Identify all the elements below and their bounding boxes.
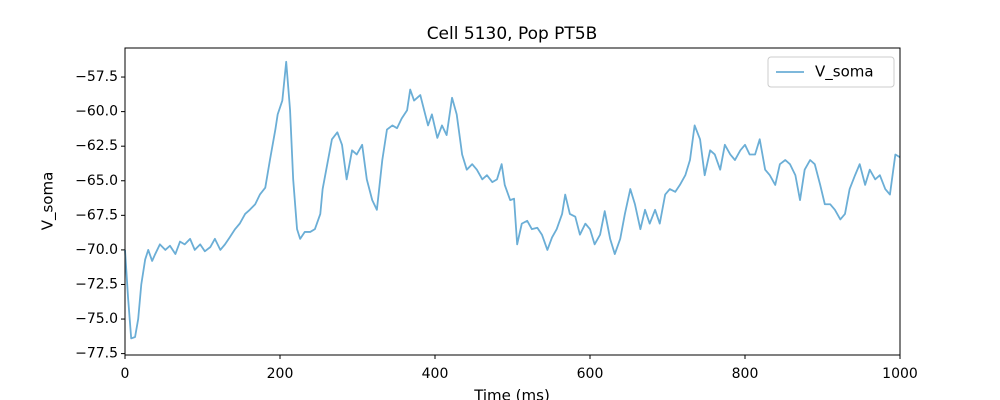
y-axis-label: V_soma	[39, 172, 58, 231]
line	[124, 60, 901, 340]
axes-frame	[124, 47, 901, 356]
legend-box	[767, 56, 895, 88]
y-tick-label: −62.5	[75, 138, 118, 154]
x-axis-label: Time (ms)	[473, 387, 550, 400]
y-tick-label: −67.5	[75, 207, 118, 223]
y-tick-label: −65.0	[75, 173, 118, 189]
y-tick-label: −75.0	[75, 311, 118, 327]
x-tick-label: 600	[577, 366, 604, 382]
x-tick-label: 0	[121, 366, 130, 382]
x-tick-label: 1000	[882, 366, 918, 382]
x-tick-label: 400	[422, 366, 449, 382]
chart-title: Cell 5130, Pop PT5B	[427, 24, 598, 44]
y-tick-label: −57.5	[75, 69, 118, 85]
x-tick-label: 800	[732, 366, 759, 382]
y-tick-label: −60.0	[75, 104, 118, 120]
legend-label: V_soma	[815, 63, 874, 82]
y-tick-label: −72.5	[75, 276, 118, 292]
x-tick-label: 200	[267, 366, 294, 382]
y-tick-label: −70.0	[75, 242, 118, 258]
y-tick-label: −77.5	[75, 346, 118, 362]
